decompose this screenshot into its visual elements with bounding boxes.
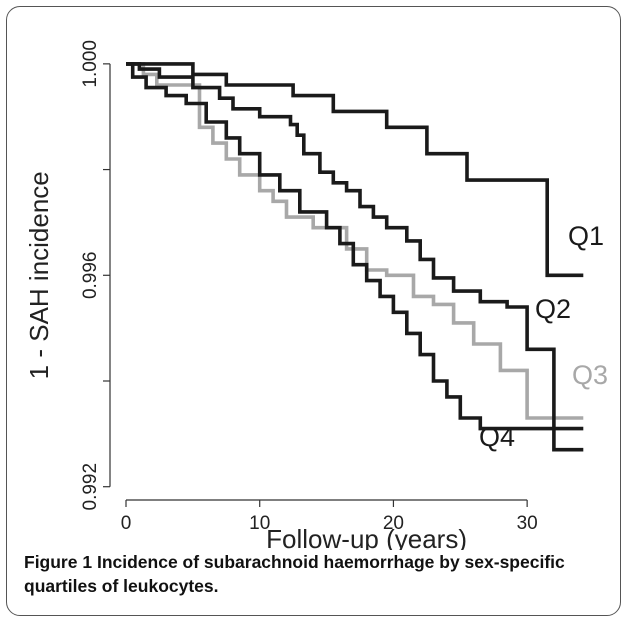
series-line-q2 bbox=[126, 62, 584, 452]
series-label-q3: Q3 bbox=[572, 360, 608, 390]
series-line-q4 bbox=[126, 62, 584, 431]
x-tick-label: 10 bbox=[249, 513, 270, 534]
chart-series: Q1 Q2 Q3 Q4 bbox=[126, 62, 608, 452]
chart: 0 10 20 30 1.000 0.996 0.992 Q1 Q2 Q3 Q4 Follow-u… bbox=[24, 40, 608, 550]
series-line-q3 bbox=[126, 62, 584, 420]
x-axis-label: Follow-up (years) bbox=[266, 524, 467, 550]
series-label-q1: Q1 bbox=[568, 221, 604, 251]
series-label-q4: Q4 bbox=[479, 422, 515, 452]
y-axis-label: 1 - SAH incidence bbox=[24, 171, 54, 379]
y-tick-label: 0.996 bbox=[80, 252, 101, 300]
chart-axes: 0 10 20 30 1.000 0.996 0.992 bbox=[80, 40, 538, 534]
figure-frame bbox=[6, 6, 621, 616]
series-line-q1 bbox=[126, 62, 584, 278]
y-tick-label: 0.992 bbox=[80, 463, 101, 511]
series-label-q2: Q2 bbox=[535, 294, 571, 324]
figure-caption: Figure 1 Incidence of subarachnoid haemo… bbox=[24, 550, 614, 598]
y-tick-label: 1.000 bbox=[80, 40, 101, 88]
x-tick-label: 30 bbox=[517, 513, 538, 534]
x-tick-label: 20 bbox=[383, 513, 404, 534]
x-tick-label: 0 bbox=[121, 513, 132, 534]
figure-caption-label: Figure 1 bbox=[24, 552, 93, 572]
figure-caption-text: Incidence of subarachnoid haemorrhage by… bbox=[24, 552, 565, 596]
